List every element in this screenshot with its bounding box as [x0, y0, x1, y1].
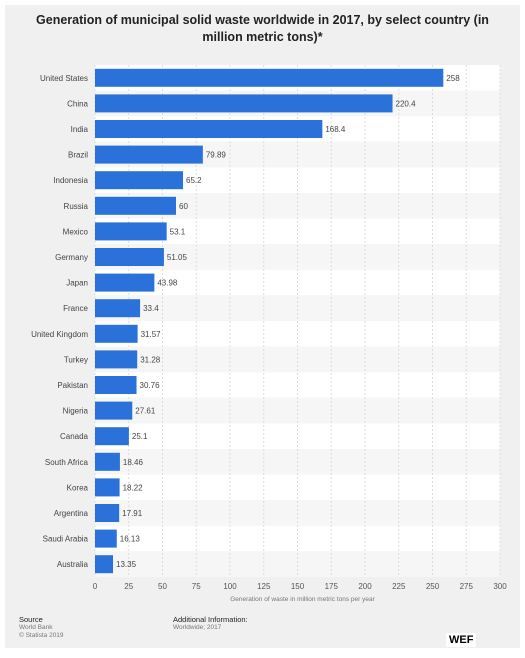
category-label: Pakistan — [57, 381, 88, 390]
value-label: 18.22 — [123, 483, 144, 492]
category-label: Mexico — [63, 227, 89, 236]
category-label: China — [67, 99, 88, 108]
bar — [95, 401, 133, 420]
bar — [95, 504, 120, 522]
x-tick-label: 275 — [460, 582, 474, 591]
value-label: 51.05 — [167, 253, 188, 262]
value-label: 33.4 — [143, 304, 159, 313]
additional-info-line: Worldwide; 2017 — [173, 624, 222, 631]
value-label: 65.2 — [186, 176, 202, 185]
value-label: 31.28 — [140, 355, 161, 364]
value-label: 17.91 — [122, 509, 143, 518]
value-label: 53.1 — [170, 227, 186, 236]
category-label: Argentina — [54, 509, 89, 518]
bar — [95, 376, 137, 394]
x-tick-label: 75 — [192, 582, 201, 591]
source-line-2: © Statista 2019 — [19, 632, 64, 639]
category-label: Canada — [60, 432, 89, 441]
value-label: 31.57 — [141, 330, 162, 339]
chart-panel: Generation of municipal solid waste worl… — [5, 5, 520, 648]
category-label: Brazil — [68, 151, 88, 160]
category-label: Japan — [66, 279, 88, 288]
category-label: Korea — [67, 483, 89, 492]
source-label: Source — [19, 615, 43, 624]
bar — [95, 478, 120, 497]
x-tick-label: 300 — [493, 582, 507, 591]
bar — [95, 299, 141, 318]
bar — [95, 196, 176, 215]
bar — [95, 222, 167, 241]
category-label: United Kingdom — [31, 330, 88, 339]
x-tick-label: 175 — [325, 582, 339, 591]
x-tick-label: 200 — [358, 582, 372, 591]
bar — [95, 120, 323, 138]
row-band — [95, 423, 500, 449]
x-axis-title: Generation of waste in million metric to… — [230, 596, 375, 603]
value-label: 27.61 — [135, 407, 156, 416]
x-tick-label: 0 — [93, 582, 98, 591]
bar — [95, 68, 444, 87]
category-label: South Africa — [45, 458, 89, 467]
category-label: France — [63, 304, 88, 313]
bar — [95, 171, 184, 190]
category-label: Russia — [64, 202, 89, 211]
bar — [95, 248, 164, 266]
x-tick-label: 50 — [158, 582, 167, 591]
category-label: India — [71, 125, 89, 134]
x-tick-label: 125 — [257, 582, 271, 591]
value-label: 13.35 — [116, 560, 137, 569]
bar — [95, 145, 203, 164]
bar-chart: 0 25 50 75 100 125 150 175 200 225 250 275 300 United… — [31, 65, 507, 603]
additional-info-label: Additional Information: — [173, 615, 248, 624]
bar — [95, 427, 129, 446]
bar — [95, 452, 120, 471]
value-label: 60 — [179, 202, 188, 211]
category-label: Australia — [57, 560, 89, 569]
category-label: Indonesia — [53, 176, 88, 185]
x-tick-label: 225 — [392, 582, 406, 591]
bar — [95, 350, 138, 369]
additional-info-block: Additional Information: Worldwide; 2017 — [173, 615, 248, 632]
category-label: Nigeria — [63, 407, 89, 416]
value-label: 258 — [446, 74, 460, 83]
bar — [95, 324, 138, 343]
chart-title: Generation of municipal solid waste worl… — [36, 13, 489, 44]
value-label: 25.1 — [132, 432, 148, 441]
value-label: 168.4 — [325, 125, 346, 134]
bar — [95, 94, 393, 113]
category-label: Turkey — [64, 355, 88, 364]
x-tick-label: 100 — [223, 582, 237, 591]
category-label: United States — [40, 74, 88, 83]
bar — [95, 555, 114, 574]
row-band — [95, 551, 500, 577]
value-label: 30.76 — [140, 381, 161, 390]
bar — [95, 273, 155, 292]
x-tick-label: 150 — [291, 582, 305, 591]
value-label: 43.98 — [157, 279, 178, 288]
source-line-1: World Bank — [19, 624, 53, 631]
value-label: 79.89 — [206, 151, 227, 160]
x-tick-label: 250 — [426, 582, 440, 591]
category-label: Saudi Arabia — [43, 535, 89, 544]
value-label: 18.46 — [123, 458, 144, 467]
x-tick-label: 25 — [124, 582, 133, 591]
bar — [95, 529, 117, 548]
wef-logo: WEF — [446, 633, 477, 647]
source-block: Source World Bank © Statista 2019 — [19, 615, 64, 640]
category-label: Germany — [55, 253, 88, 262]
value-label: 16.13 — [120, 535, 141, 544]
row-band — [95, 295, 500, 321]
value-label: 220.4 — [396, 99, 417, 108]
